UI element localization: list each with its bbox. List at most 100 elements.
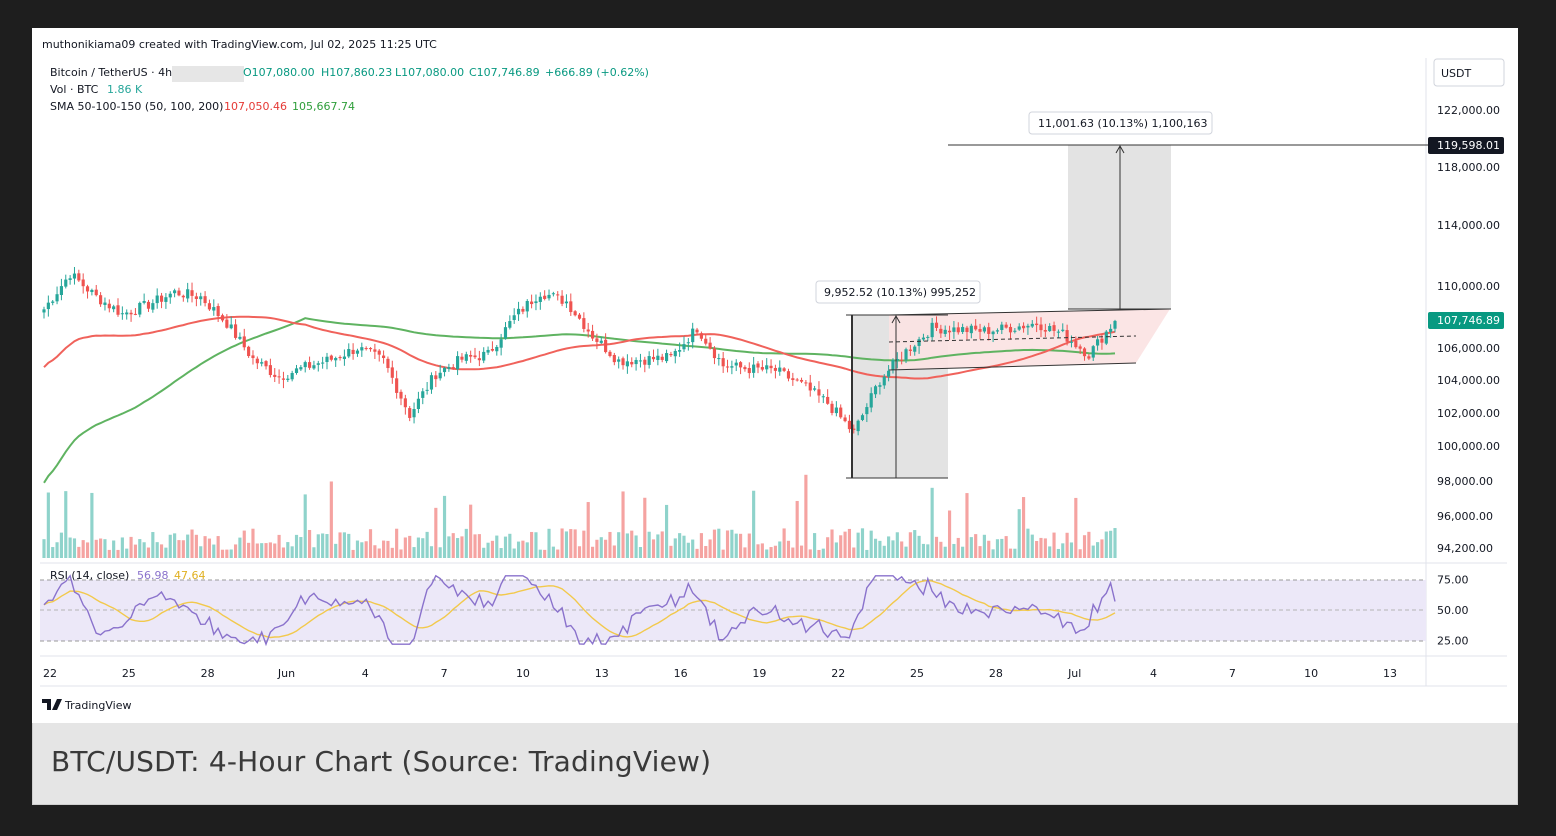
volume-bar — [247, 542, 251, 558]
candle-body — [1065, 330, 1069, 342]
candle-body — [242, 336, 246, 348]
currency-button[interactable]: USDT — [1433, 58, 1505, 87]
candle-body — [360, 347, 364, 351]
candle — [503, 322, 508, 340]
volume-bar — [1043, 538, 1047, 558]
volume-bar — [638, 547, 643, 558]
vol-label[interactable]: Vol · BTC — [50, 83, 99, 96]
candle-body — [429, 375, 434, 390]
candle-body — [604, 339, 608, 353]
candle-body — [669, 353, 673, 356]
volume-bar — [273, 543, 277, 558]
volume-bar — [595, 539, 599, 558]
volume-bar — [686, 542, 690, 558]
candle — [569, 293, 573, 316]
rsi-axis[interactable]: 75.00 50.00 25.00 — [1437, 574, 1469, 648]
symbol-title[interactable]: Bitcoin / TetherUS · 4h — [50, 66, 172, 79]
time-tick-label: 19 — [752, 667, 766, 680]
candle-body — [225, 319, 229, 328]
volume-bar — [220, 549, 225, 558]
candle — [51, 300, 55, 306]
sma-label[interactable]: SMA 50-100-150 (50, 100, 200) — [50, 100, 223, 113]
candle — [682, 336, 686, 353]
volume-bar — [760, 543, 764, 558]
candle-body — [834, 407, 838, 414]
candle — [173, 288, 177, 298]
candle-body — [908, 349, 912, 351]
volume-bar — [721, 549, 725, 558]
candle-body — [530, 301, 534, 305]
price-tick-label: 94,200.00 — [1437, 542, 1493, 555]
candle — [303, 360, 307, 373]
candle — [129, 309, 133, 322]
candle — [447, 363, 451, 372]
volume-bar — [904, 546, 908, 558]
pole-measure-text: 9,952.52 (10.13%) 995,252 — [824, 286, 976, 299]
candle-body — [695, 329, 699, 333]
candle-body — [538, 296, 542, 302]
candle-body — [625, 361, 629, 367]
candle — [961, 323, 965, 335]
candle-body — [791, 378, 795, 381]
candle — [316, 360, 320, 372]
chart-svg[interactable]: muthonikiama09 created with TradingView.… — [32, 28, 1518, 723]
volume-bar — [190, 529, 194, 558]
volume-bar — [68, 537, 72, 558]
candle — [473, 347, 477, 359]
candle — [525, 299, 529, 318]
candle — [913, 344, 917, 356]
volume-bar — [321, 533, 325, 558]
candle — [865, 403, 869, 423]
price-axis[interactable]: 122,000.00 118,000.00 114,000.00 110,000.00… — [1437, 104, 1500, 555]
volume-bars — [42, 474, 1117, 558]
candle — [451, 364, 455, 370]
candle — [956, 322, 960, 335]
current-price-tag: 107,746.89 — [1428, 312, 1504, 329]
candle-body — [943, 329, 947, 334]
volume-bar — [839, 535, 843, 558]
candle-body — [590, 330, 595, 339]
candle-body — [1035, 323, 1039, 326]
candle — [355, 348, 360, 357]
candle — [516, 301, 521, 321]
tradingview-logo[interactable]: TradingView — [42, 699, 131, 712]
candle-body — [769, 365, 773, 369]
flag-mid-line — [888, 335, 1137, 343]
candle — [604, 333, 608, 354]
time-axis[interactable]: 22 25 28 Jun 4 7 10 13 16 19 22 25 28 Jul 4 7 10 13 — [43, 667, 1397, 680]
volume-bar — [617, 532, 621, 558]
candle — [1043, 323, 1047, 338]
candle — [760, 360, 764, 372]
volume-bar — [847, 528, 852, 558]
candle-body — [917, 339, 921, 346]
rsi-label[interactable]: RSI (14, close) — [50, 569, 129, 582]
candle — [77, 269, 81, 282]
candle-body — [482, 351, 486, 361]
candle — [778, 360, 782, 376]
candle-body — [617, 359, 621, 362]
candle-body — [495, 346, 499, 352]
volume-bar — [530, 531, 534, 558]
candle — [974, 319, 978, 331]
candle-body — [921, 337, 926, 340]
volume-bar — [199, 546, 203, 558]
candle — [630, 357, 634, 368]
candle-body — [447, 367, 451, 369]
candle-body — [146, 301, 151, 309]
candle-body — [142, 301, 146, 303]
candle — [934, 316, 939, 331]
candle — [290, 370, 294, 382]
candle — [251, 350, 255, 365]
volume-bar — [281, 547, 286, 558]
candle-body — [608, 351, 612, 357]
candle — [416, 391, 420, 414]
volume-bar — [264, 543, 268, 558]
volume-bar — [978, 546, 982, 558]
volume-bar — [717, 528, 721, 558]
candle — [360, 342, 364, 357]
volume-bar — [786, 540, 791, 558]
volume-bar — [1109, 530, 1113, 558]
ohlc-change: +666.89 (+0.62%) — [545, 66, 649, 79]
volume-bar — [1069, 542, 1074, 558]
volume-bar — [926, 544, 930, 558]
